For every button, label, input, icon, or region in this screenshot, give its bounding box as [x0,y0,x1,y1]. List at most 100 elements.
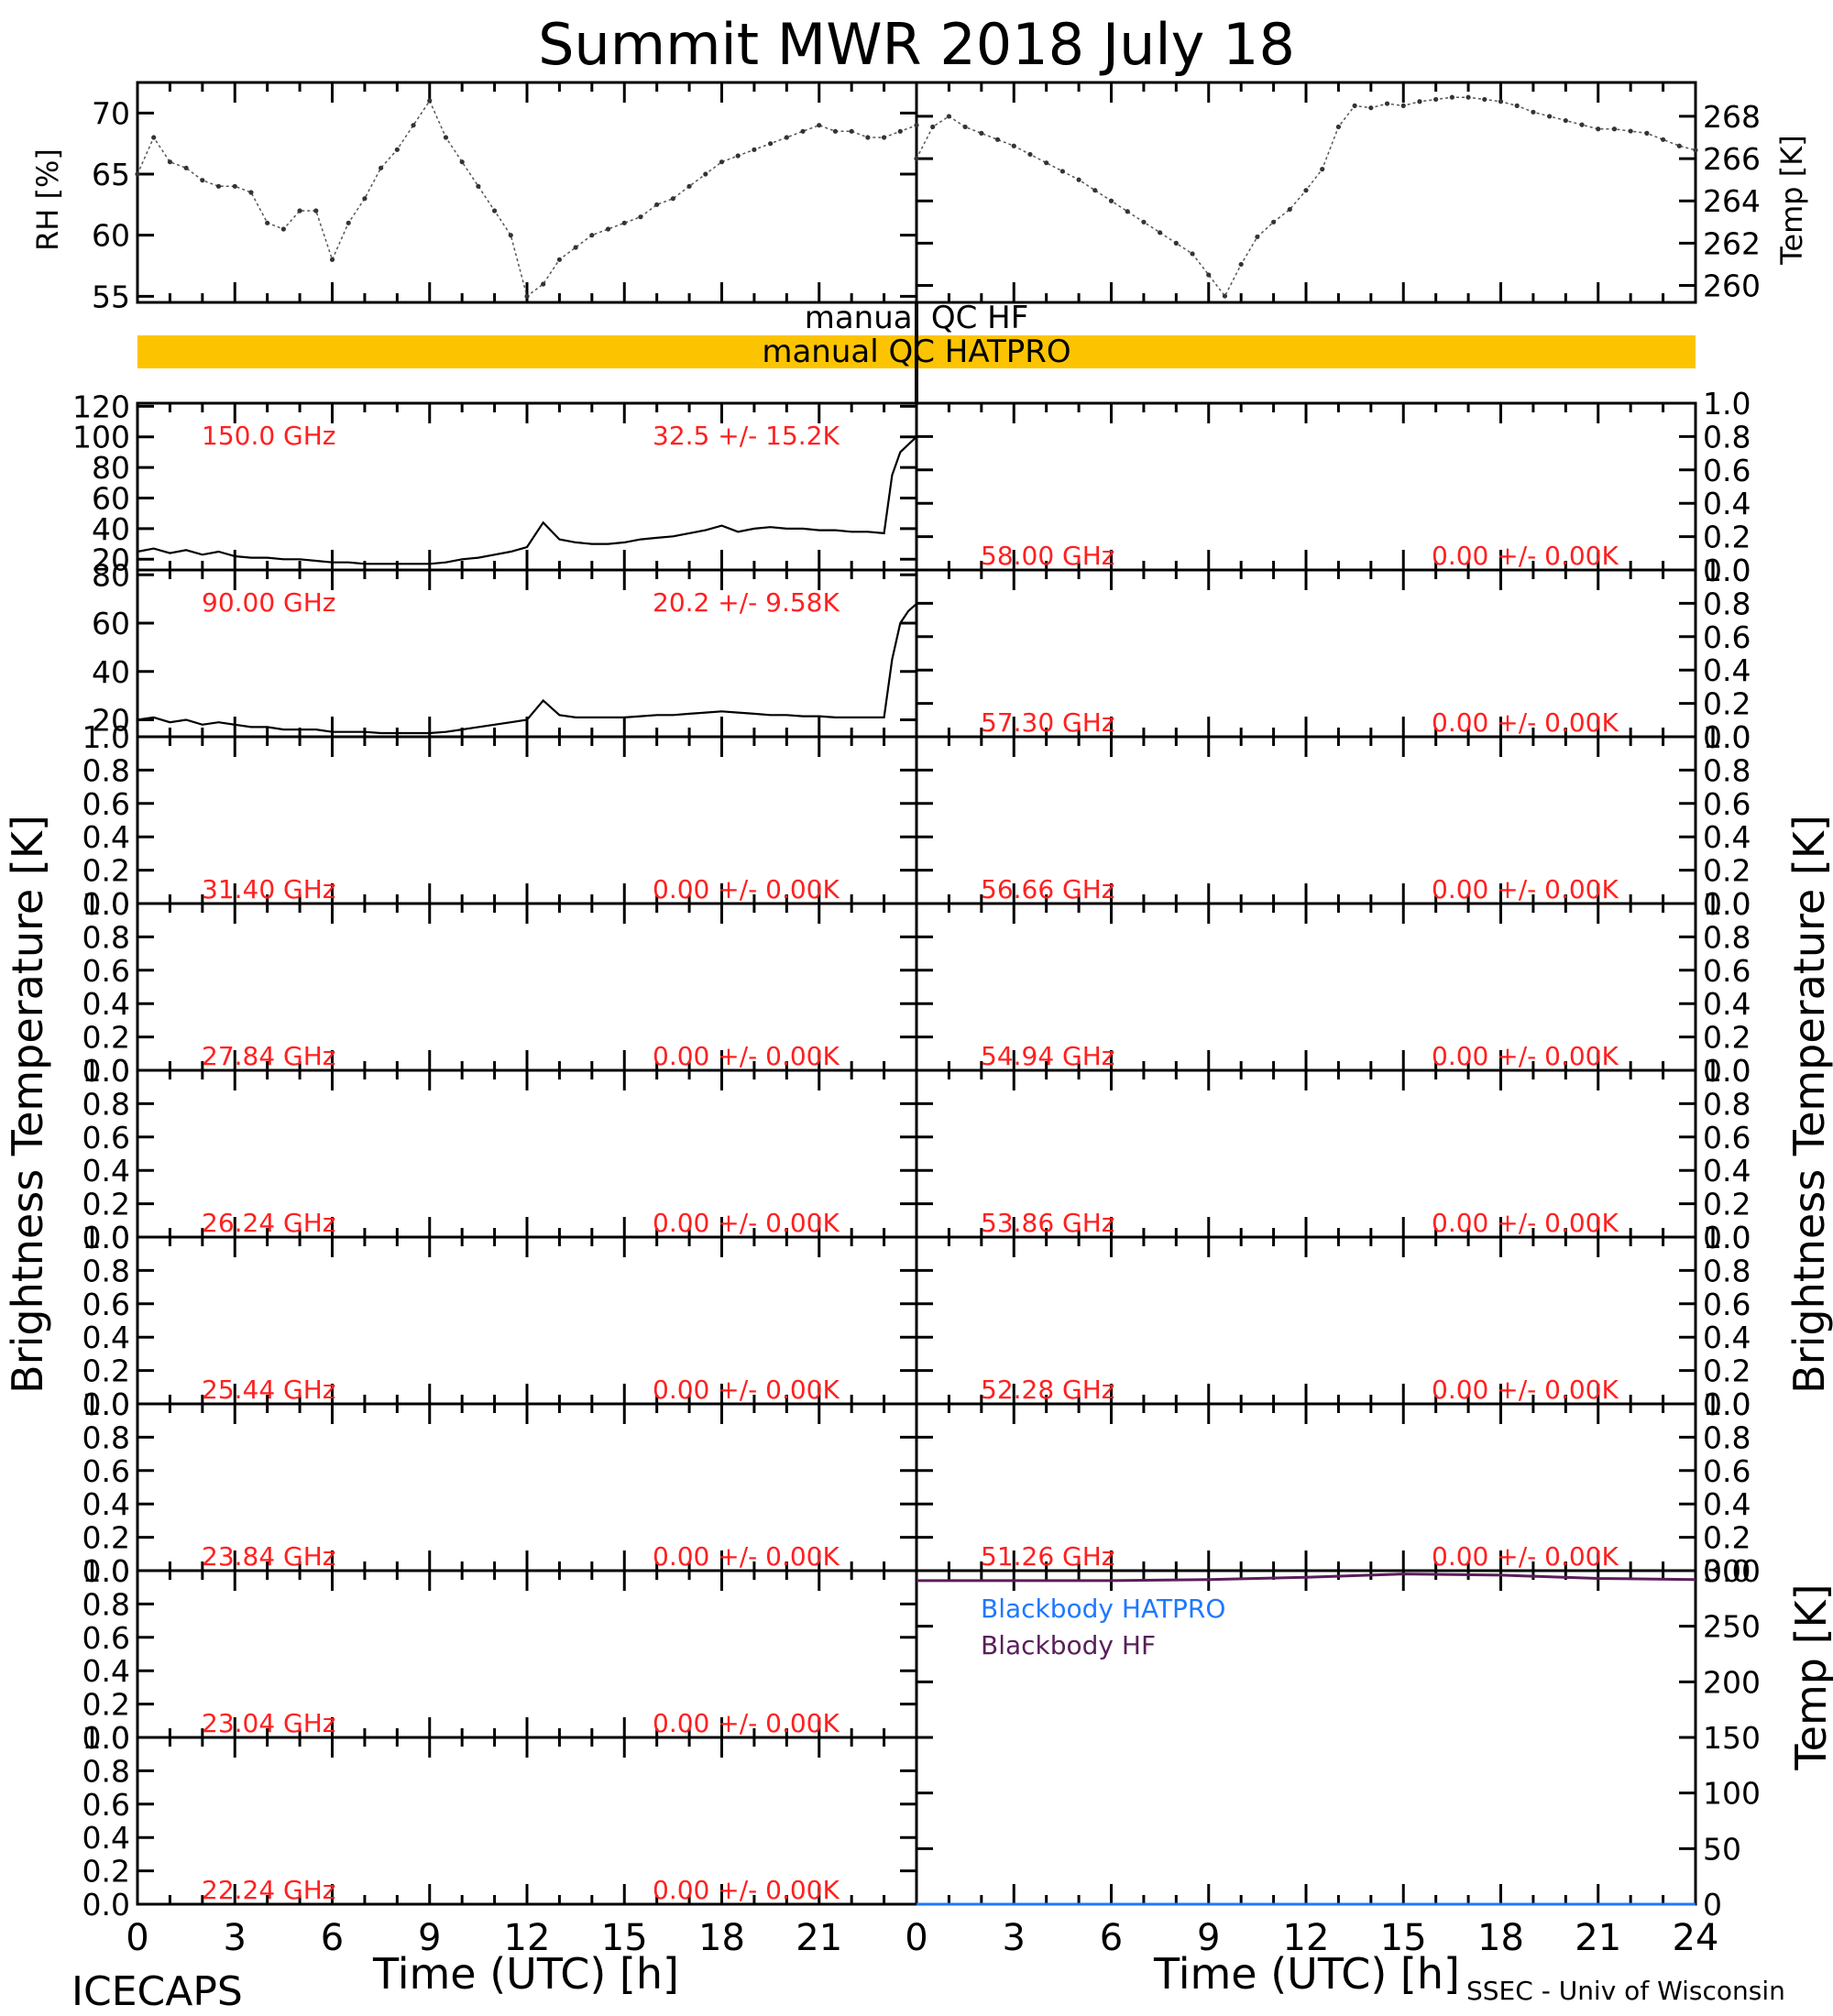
left-row-6-y-tick-label: 0.0 [82,1553,130,1589]
right-row-3-y-tick-label: 0.4 [1703,986,1751,1022]
right-row-4-channel-label: 53.86 GHz [981,1208,1115,1238]
right-row-6-x-ticks [915,1404,1697,1571]
temp-air-point [1417,99,1422,104]
x-tick-label-left: 12 [504,1917,551,1959]
temp-air-point [1173,240,1179,246]
left-row-2-y-ticks: 0.00.20.40.60.81.0 [82,719,916,922]
rh-point [151,135,157,140]
rh-point [313,208,319,214]
rh-point [508,233,513,238]
left-row-8-y-tick-label: 0.2 [82,1854,130,1890]
x-tick-label-left: 3 [224,1917,247,1959]
rh-point [200,178,205,183]
left-row-5-y-tick-label: 0.2 [82,1353,130,1389]
temp-air-point [1660,137,1666,142]
rh-point [556,257,563,262]
left-row-2-channel-label: 31.40 GHz [202,874,336,904]
rh-point [346,220,351,225]
x-tick-label-right: 15 [1380,1917,1427,1959]
right-row-5-x-ticks [915,1237,1697,1404]
left-row-0-channel-stat: 32.5 +/- 15.2K [653,421,840,451]
left-row-0-y-tick-label: 120 [72,389,130,424]
left-row-4-channel-stat: 0.00 +/- 0.00K [653,1208,840,1238]
right-row-4-y-tick-label: 0.4 [1703,1153,1751,1189]
temp-air-point [1596,126,1601,132]
right-row-1-channel-label: 57.30 GHz [981,707,1115,738]
right-row-2-y-ticks: 0.00.20.40.60.81.0 [916,719,1751,922]
left-row-5-y-tick-label: 1.0 [82,1220,130,1255]
left-row-1-y-tick-label: 40 [92,654,130,690]
x-tick-label-left: 9 [418,1917,441,1959]
rh-point [654,202,660,207]
left-row-0-y-tick-label: 100 [72,420,130,455]
right-row-6-y-tick-label: 0.6 [1703,1453,1751,1489]
right-row-3-channel-label: 54.94 GHz [981,1041,1115,1071]
x-tick-label-left: 6 [321,1917,344,1959]
temp-air-point [1579,122,1585,127]
temp-air-point [979,130,984,136]
temp-air-point [1011,143,1016,148]
blackbody-y-tick-label: 300 [1703,1553,1761,1589]
left-row-6-y-tick-label: 0.6 [82,1453,130,1489]
right-row-1-y-tick-label: 0.0 [1703,719,1751,755]
right-row-5-y-ticks: 0.00.20.40.60.81.0 [916,1220,1751,1422]
left-row-3-y-tick-label: 0.8 [82,919,130,955]
x-tick-label-right: 21 [1575,1917,1621,1959]
rh-point [670,196,675,202]
left-row-5-x-ticks [136,1237,918,1404]
left-row-5-y-tick-label: 0.0 [82,1386,130,1422]
temp-air-point [1303,188,1309,193]
blackbody-y-tick-label: 50 [1703,1831,1741,1867]
x-tick-label-left: 18 [698,1917,745,1959]
footer-icecaps: ICECAPS [71,1968,243,2015]
temp-air-y-tick-label: 268 [1703,99,1761,135]
temp-air-point [1384,101,1390,106]
left-row-1-y-tick-label: 60 [92,606,130,641]
right-row-6-channel-stat: 0.00 +/- 0.00K [1432,1541,1619,1572]
temp-air-y-ticks: 260 262 264 266 268 [916,99,1761,304]
right-row-5-channel-label: 52.28 GHz [981,1375,1115,1405]
right-row-4-x-ticks [915,1070,1697,1237]
temp-air-point [994,137,1001,142]
left-row-3-y-tick-label: 1.0 [82,886,130,922]
temp-air-point [1190,251,1195,257]
x-tick-label-right: 24 [1673,1917,1719,1959]
x-tick-label-left: 15 [601,1917,648,1959]
left-row-0-line [137,435,917,565]
left-row-2-y-tick-label: 0.0 [82,886,130,922]
right-row-1-y-tick-label: 1.0 [1703,553,1751,588]
left-row-3-y-tick-label: 0.6 [82,953,130,989]
right-row-3-y-tick-label: 0.0 [1703,1053,1751,1089]
temp-air-point [1158,230,1163,236]
temp-air-point [1027,151,1033,158]
rh-point [686,183,692,189]
rh-point [167,159,173,165]
left-row-6-y-tick-label: 1.0 [82,1386,130,1422]
x-tick-label-right: 12 [1283,1917,1330,1959]
rh-point [362,196,368,202]
panel-layer: 5560657026026226426626820406080100120150… [72,81,1761,1959]
x-tick-label-right: 3 [1003,1917,1026,1959]
right-row-1-y-tick-label: 0.8 [1703,586,1751,621]
figure-title: Summit MWR 2018 July 18 [538,11,1295,78]
rh-point [589,233,595,238]
right-row-3-y-ticks: 0.00.20.40.60.81.0 [916,886,1751,1089]
right-row-6-y-tick-label: 0.0 [1703,1553,1751,1589]
rh-point [476,183,481,189]
temp-air-point [1044,160,1049,166]
left-row-2-y-tick-label: 0.6 [82,786,130,822]
blackbody-ylabel: Temp [K] [1786,1583,1833,1770]
left-row-0-y-tick-label: 80 [92,450,130,486]
temp-air-point [1238,261,1244,268]
left-row-3-y-tick-label: 0.0 [82,1053,130,1089]
right-row-4-y-tick-label: 0.0 [1703,1220,1751,1255]
right-row-2-y-tick-label: 0.2 [1703,853,1751,889]
right-row-6-y-tick-label: 0.2 [1703,1520,1751,1556]
rh-point [605,226,611,232]
rh-point [280,226,286,232]
right-row-6-channel-label: 51.26 GHz [981,1541,1115,1572]
right-row-0-x-ticks [915,403,1697,570]
temp-air-y-tick-label: 266 [1703,141,1761,177]
temp-air-point [1676,143,1682,148]
right-row-4-channel-stat: 0.00 +/- 0.00K [1432,1208,1619,1238]
